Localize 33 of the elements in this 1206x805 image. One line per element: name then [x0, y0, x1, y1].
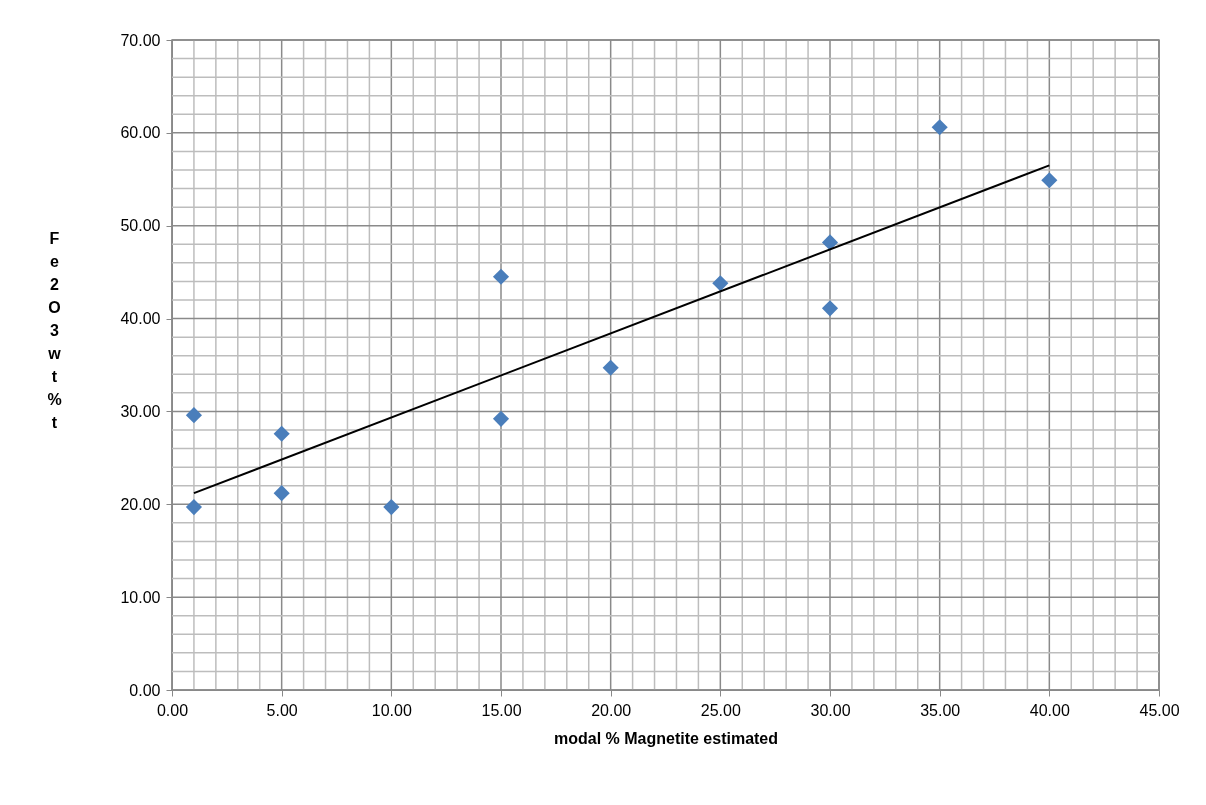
point	[185, 499, 202, 516]
y-tick-label: 0.00	[129, 681, 161, 699]
x-tick-label: 0.00	[156, 701, 189, 719]
x-tick-label: 15.00	[481, 701, 522, 719]
point	[273, 425, 290, 442]
point	[1041, 172, 1058, 189]
point	[273, 485, 290, 502]
x-tick-label: 40.00	[1029, 701, 1070, 719]
x-tick-label: 35.00	[920, 701, 961, 719]
point	[712, 275, 729, 292]
x-tick-label: 30.00	[810, 701, 851, 719]
x-tick-label: 5.00	[266, 701, 298, 719]
x-tick-label: 20.00	[591, 701, 632, 719]
point	[383, 499, 400, 516]
y-tick-label: 20.00	[120, 495, 161, 513]
x-tick-label: 25.00	[700, 701, 741, 719]
y-tick-label: 30.00	[120, 402, 161, 420]
y-tick-label: 50.00	[120, 217, 161, 235]
point	[821, 234, 839, 251]
point	[185, 407, 202, 424]
point	[931, 119, 948, 136]
x-tick-label: 45.00	[1139, 701, 1180, 719]
y-tick-label: 40.00	[120, 310, 161, 328]
y-tick-label: 70.00	[120, 31, 161, 49]
point	[492, 410, 510, 427]
point	[821, 300, 839, 317]
y-tick-label: 60.00	[120, 124, 161, 142]
x-axis-title: modal % Magnetite estimated	[553, 729, 779, 747]
y-tick-label: 10.00	[120, 588, 161, 606]
text: Fe2O3wt%t	[47, 229, 62, 431]
x-tick-label: 10.00	[371, 701, 412, 719]
point	[492, 268, 510, 285]
point	[602, 359, 619, 376]
